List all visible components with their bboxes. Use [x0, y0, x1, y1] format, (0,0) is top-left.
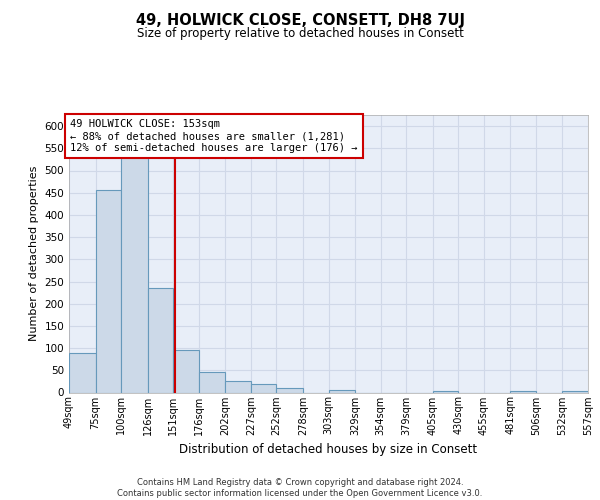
Bar	[95, 190, 121, 392]
Bar	[199, 372, 226, 392]
Bar	[511, 391, 536, 392]
Bar	[251, 384, 277, 392]
Bar	[277, 388, 303, 392]
Bar	[69, 354, 95, 393]
Text: 49 HOLWICK CLOSE: 153sqm
← 88% of detached houses are smaller (1,281)
12% of sem: 49 HOLWICK CLOSE: 153sqm ← 88% of detach…	[70, 120, 358, 152]
Bar	[329, 390, 355, 392]
Bar	[226, 382, 251, 392]
Bar	[562, 391, 588, 392]
Bar	[121, 126, 148, 392]
Text: Size of property relative to detached houses in Consett: Size of property relative to detached ho…	[137, 28, 463, 40]
Bar	[148, 288, 173, 393]
X-axis label: Distribution of detached houses by size in Consett: Distribution of detached houses by size …	[179, 443, 478, 456]
Bar	[173, 350, 199, 393]
Bar	[433, 390, 458, 392]
Y-axis label: Number of detached properties: Number of detached properties	[29, 166, 39, 342]
Text: 49, HOLWICK CLOSE, CONSETT, DH8 7UJ: 49, HOLWICK CLOSE, CONSETT, DH8 7UJ	[136, 12, 464, 28]
Text: Contains HM Land Registry data © Crown copyright and database right 2024.
Contai: Contains HM Land Registry data © Crown c…	[118, 478, 482, 498]
